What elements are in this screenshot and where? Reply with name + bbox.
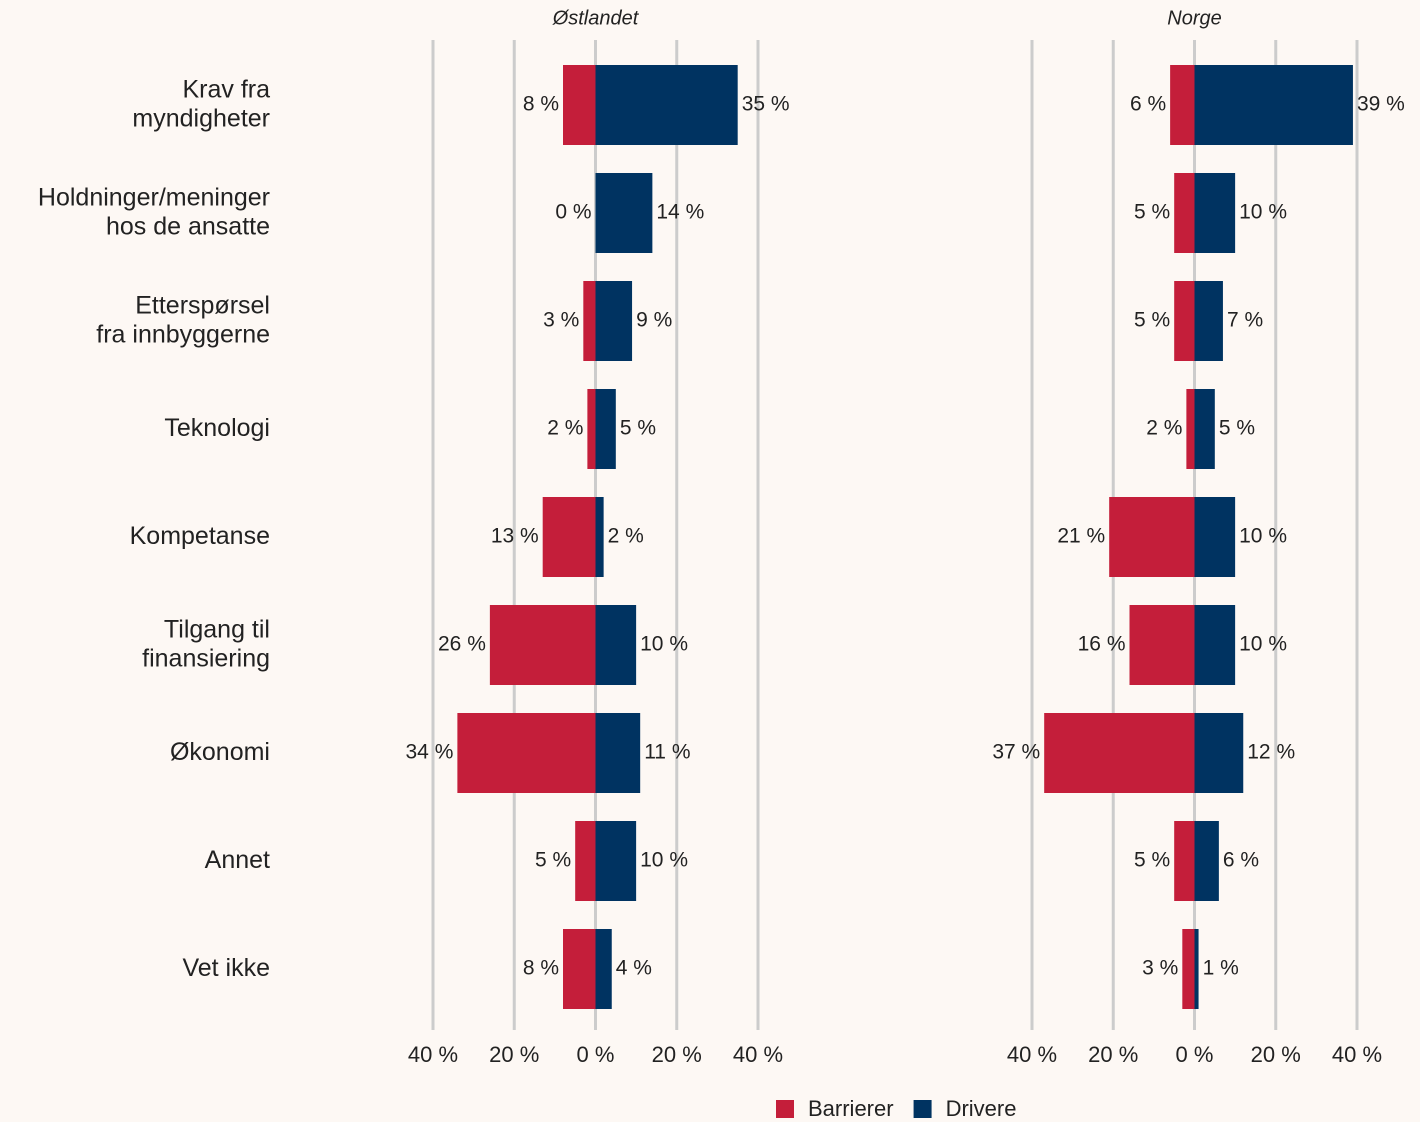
value-label: 21 % [1057, 525, 1105, 548]
x-tick-label: 0 % [1176, 1042, 1214, 1067]
value-label: 13 % [491, 525, 539, 548]
bar [457, 713, 596, 793]
bar [595, 389, 616, 469]
legend-swatch [913, 1100, 932, 1118]
bar [595, 281, 633, 361]
bar [489, 605, 596, 685]
value-label: 4 % [616, 957, 652, 980]
value-label: 16 % [1078, 633, 1126, 656]
value-label: 5 % [620, 417, 656, 440]
value-label: 14 % [656, 201, 704, 224]
category-label: Vet ikke [182, 954, 270, 982]
x-tick-label: 40 % [1007, 1042, 1057, 1067]
bar [1194, 821, 1219, 901]
value-label: 35 % [742, 93, 790, 116]
bar [595, 497, 604, 577]
value-label: 11 % [644, 741, 690, 764]
value-label: 3 % [1142, 957, 1178, 980]
panel-title: Norge [1167, 7, 1221, 29]
bar [1174, 281, 1195, 361]
bar [563, 65, 596, 145]
value-label: 10 % [1239, 525, 1287, 548]
legend-label: Drivere [946, 1096, 1017, 1121]
panel-title: Østlandet [552, 7, 640, 29]
value-label: 3 % [543, 309, 579, 332]
value-label: 2 % [547, 417, 583, 440]
bar [595, 821, 637, 901]
value-label: 8 % [523, 93, 559, 116]
bar [1044, 713, 1195, 793]
x-tick-label: 40 % [408, 1042, 458, 1067]
category-label: Krav fra myndigheter [132, 75, 270, 132]
value-label: 1 % [1203, 957, 1239, 980]
value-label: 26 % [438, 633, 486, 656]
bar [1129, 605, 1195, 685]
value-label: 5 % [1134, 201, 1170, 224]
bar [1170, 65, 1195, 145]
value-label: 10 % [1239, 201, 1287, 224]
value-label: 0 % [555, 201, 591, 224]
bar [595, 713, 641, 793]
value-label: 10 % [1239, 633, 1287, 656]
bar [595, 173, 653, 253]
bar [595, 65, 738, 145]
value-label: 34 % [406, 741, 454, 764]
value-label: 12 % [1247, 741, 1295, 764]
x-tick-label: 20 % [1088, 1042, 1138, 1067]
legend-swatch [776, 1100, 794, 1118]
value-label: 10 % [640, 633, 688, 656]
category-label: Holdninger/meninger hos de ansatte [38, 183, 270, 240]
bar [595, 929, 612, 1009]
x-tick-label: 20 % [1251, 1042, 1301, 1067]
x-tick-label: 20 % [489, 1042, 539, 1067]
bar [1194, 281, 1223, 361]
value-label: 2 % [608, 525, 644, 548]
legend-label: Barrierer [808, 1096, 894, 1121]
bar [1174, 821, 1195, 901]
value-label: 5 % [535, 849, 571, 872]
value-label: 39 % [1357, 93, 1405, 116]
x-tick-label: 40 % [1332, 1042, 1382, 1067]
value-label: 5 % [1134, 309, 1170, 332]
bar [542, 497, 596, 577]
bar [1194, 65, 1353, 145]
bar [595, 605, 637, 685]
x-tick-label: 0 % [577, 1042, 615, 1067]
x-tick-label: 20 % [652, 1042, 702, 1067]
bar [575, 821, 596, 901]
value-label: 6 % [1130, 93, 1166, 116]
value-label: 2 % [1146, 417, 1182, 440]
bar [1194, 929, 1199, 1009]
bar [1194, 497, 1236, 577]
bar [1194, 389, 1215, 469]
value-label: 9 % [636, 309, 672, 332]
category-label: Etterspørsel fra innbyggerne [96, 291, 270, 348]
category-label: Økonomi [170, 738, 270, 766]
value-label: 8 % [523, 957, 559, 980]
category-label: Annet [205, 846, 270, 874]
category-label: Teknologi [164, 414, 270, 442]
bar [1174, 173, 1195, 253]
bar [563, 929, 596, 1009]
bar [1109, 497, 1195, 577]
value-label: 37 % [992, 741, 1040, 764]
bar [1186, 389, 1195, 469]
value-label: 5 % [1134, 849, 1170, 872]
bar [587, 389, 596, 469]
x-tick-label: 40 % [733, 1042, 783, 1067]
bar [1194, 713, 1244, 793]
category-label: Tilgang til finansiering [142, 615, 270, 672]
bar [1182, 929, 1195, 1009]
value-label: 10 % [640, 849, 688, 872]
value-label: 6 % [1223, 849, 1259, 872]
value-label: 5 % [1219, 417, 1255, 440]
category-label: Kompetanse [130, 522, 270, 550]
bar [1194, 173, 1236, 253]
value-label: 7 % [1227, 309, 1263, 332]
bar [583, 281, 596, 361]
bar [1194, 605, 1236, 685]
